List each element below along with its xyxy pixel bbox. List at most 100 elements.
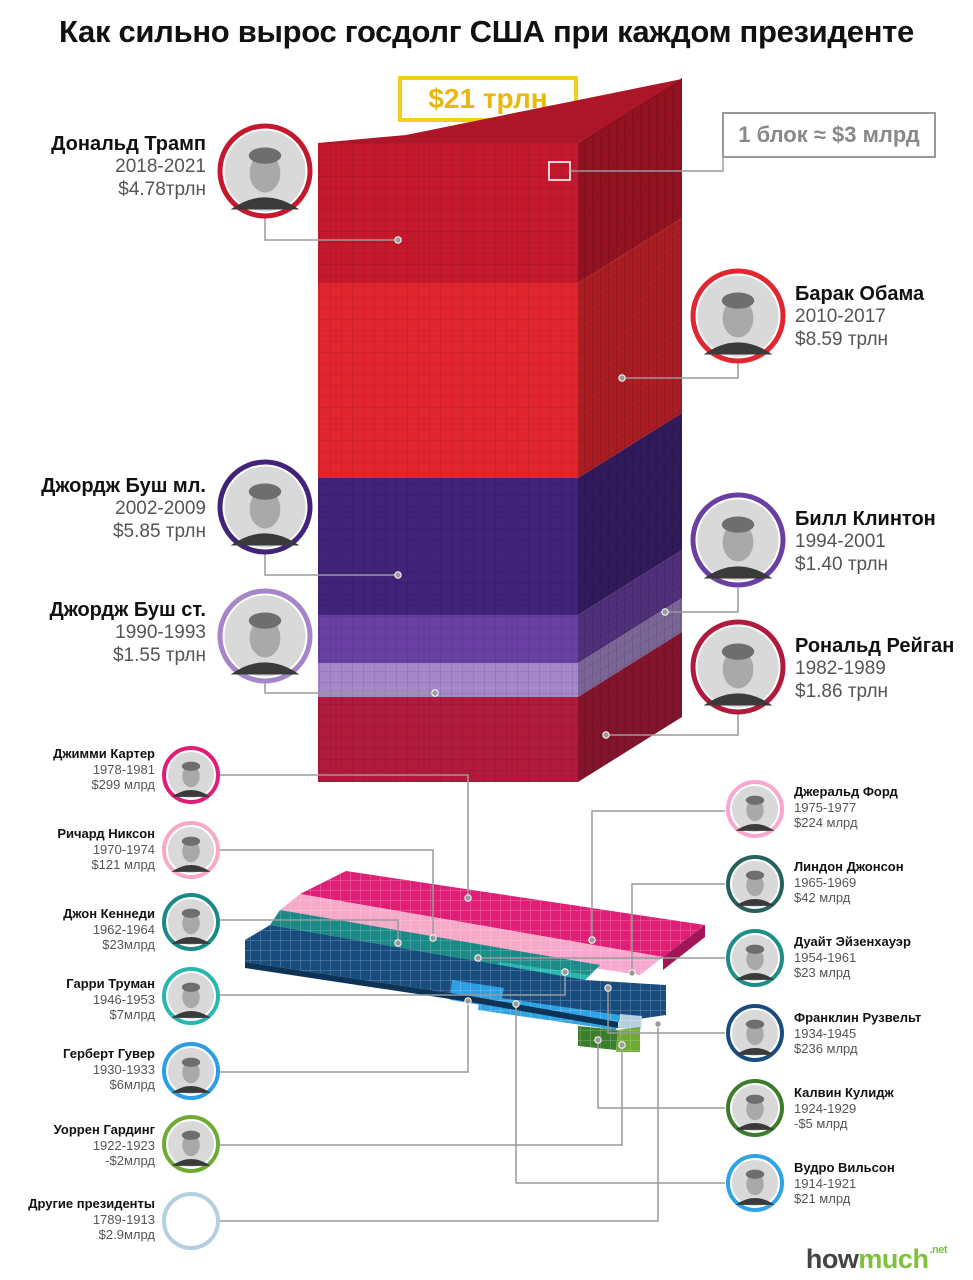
portrait-face-truman <box>182 986 200 1009</box>
label-johnson: Линдон Джонсон 1965-1969 $42 млрд <box>794 859 904 906</box>
portrait-coolidge <box>726 1079 784 1137</box>
portrait-hair-hoover <box>181 1057 201 1067</box>
connector-truman <box>220 972 566 996</box>
portrait-eisenhower <box>726 929 784 987</box>
portrait-kennedy <box>162 893 220 951</box>
base-layer-grid-fdr <box>245 925 666 1022</box>
portrait-face-kennedy <box>182 912 200 935</box>
portrait-wilson <box>726 1154 784 1212</box>
label-carter: Джимми Картер 1978-1981 $299 млрд <box>53 746 155 793</box>
portrait-suit-kennedy <box>171 936 211 944</box>
page-title: Как сильно вырос госдолг США при каждом … <box>59 14 914 49</box>
portrait-hair-carter <box>181 761 201 771</box>
portrait-suit-wilson <box>735 1197 775 1205</box>
label-other: Другие президенты 1789-1913 $2.9млрд <box>28 1196 155 1243</box>
portrait-carter <box>162 746 220 804</box>
portrait-face-nixon <box>182 840 200 863</box>
portrait-hair-harding <box>181 1130 201 1140</box>
label-clinton: Билл Клинтон 1994-2001 $1.40 трлн <box>795 508 936 575</box>
portrait-hair-johnson <box>745 870 765 880</box>
tower-front-grid-reagan <box>318 697 578 782</box>
label-trump: Дональд Трамп 2018-2021 $4.78трлн <box>51 133 206 200</box>
portrait-other <box>162 1192 220 1250</box>
connector-dot-hoover <box>464 997 472 1005</box>
base-layer-grid-other <box>618 1014 642 1030</box>
portrait-face-bush_jr <box>249 489 281 529</box>
portrait-truman <box>162 967 220 1025</box>
connector-dot-ford <box>588 936 596 944</box>
tower-front-grid-bush_sr <box>318 663 578 697</box>
portrait-ring-other <box>162 1192 220 1250</box>
tower-front-grid-clinton <box>318 615 578 663</box>
connector-dot-nixon <box>429 934 437 942</box>
connector-nixon <box>220 849 434 938</box>
portrait-face-fdr <box>746 1023 764 1046</box>
portrait-suit-bush_jr <box>230 533 300 546</box>
connector-dot-truman <box>561 968 569 976</box>
connector-kennedy <box>220 919 399 943</box>
connector-dot-reagan <box>602 731 610 739</box>
tower-side-grid-clinton <box>578 550 682 663</box>
portrait-fdr <box>726 1004 784 1062</box>
portrait-suit-obama <box>703 342 773 355</box>
portrait-hair-trump <box>248 147 282 164</box>
portrait-face-harding <box>182 1134 200 1157</box>
connector-dot-obama <box>618 374 626 382</box>
connector-dot-harding <box>618 1041 626 1049</box>
portrait-face-obama <box>722 298 754 338</box>
portrait-face-clinton <box>722 522 754 562</box>
label-nixon: Ричард Никсон 1970-1974 $121 млрд <box>57 826 155 873</box>
portrait-clinton <box>690 492 786 588</box>
base-layer-grid-carter <box>300 871 705 957</box>
connector-dot-kennedy <box>394 939 402 947</box>
portrait-face-ford <box>746 799 764 822</box>
label-bush-jr: Джордж Буш мл. 2002-2009 $5.85 трлн <box>41 475 206 542</box>
portrait-suit-eisenhower <box>735 972 775 980</box>
unit-connector <box>570 152 724 172</box>
connector-dot-carter <box>464 894 472 902</box>
connector-fdr <box>607 988 725 1034</box>
portrait-suit-reagan <box>703 693 773 706</box>
portrait-obama <box>690 268 786 364</box>
connector-dot-trump <box>394 236 402 244</box>
connector-wilson <box>515 1004 725 1184</box>
portrait-suit-bush_sr <box>230 662 300 675</box>
portrait-bush_sr <box>217 588 313 684</box>
portrait-hair-nixon <box>181 836 201 846</box>
portrait-face-wilson <box>746 1173 764 1196</box>
portrait-suit-coolidge <box>735 1122 775 1130</box>
tower-front-grid-trump <box>318 143 578 283</box>
connector-dot-clinton <box>661 608 669 616</box>
portrait-suit-clinton <box>703 566 773 579</box>
tower-side-grid-bush_sr <box>578 598 682 697</box>
label-obama: Барак Обама 2010-2017 $8.59 трлн <box>795 283 925 350</box>
portrait-suit-johnson <box>735 898 775 906</box>
base-layer-grid-harding <box>616 1027 640 1052</box>
howmuch-logo: howmuch.net <box>805 1244 948 1274</box>
portrait-hoover <box>162 1042 220 1100</box>
portrait-suit-harding <box>171 1158 211 1166</box>
portrait-face-johnson <box>746 874 764 897</box>
portrait-johnson <box>726 855 784 913</box>
connector-reagan <box>606 712 739 736</box>
connector-coolidge <box>597 1040 725 1109</box>
portrait-suit-nixon <box>171 864 211 872</box>
block-unit-legend: 1 блок ≈ $3 млрд <box>722 112 936 158</box>
portrait-hair-reagan <box>721 643 755 660</box>
connector-dot-coolidge <box>594 1036 602 1044</box>
label-kennedy: Джон Кеннеди 1962-1964 $23млрд <box>63 906 155 953</box>
tower-side-grid-trump <box>578 78 682 283</box>
connector-trump <box>264 218 398 241</box>
portrait-hair-ford <box>745 795 765 805</box>
portrait-hair-bush_sr <box>248 612 282 629</box>
portrait-reagan <box>690 619 786 715</box>
label-fdr: Франклин Рузвельт 1934-1945 $236 млрд <box>794 1010 922 1057</box>
portrait-bush_jr <box>217 459 313 555</box>
tower-top-grid <box>318 79 682 143</box>
tower-front-grid-obama <box>318 283 578 478</box>
label-eisenhower: Дуайт Эйзенхауэр 1954-1961 $23 млрд <box>794 934 911 981</box>
tower-front-grid-bush_jr <box>318 478 578 615</box>
portrait-hair-kennedy <box>181 908 201 918</box>
president-avatars <box>162 123 786 1250</box>
portrait-trump <box>217 123 313 219</box>
